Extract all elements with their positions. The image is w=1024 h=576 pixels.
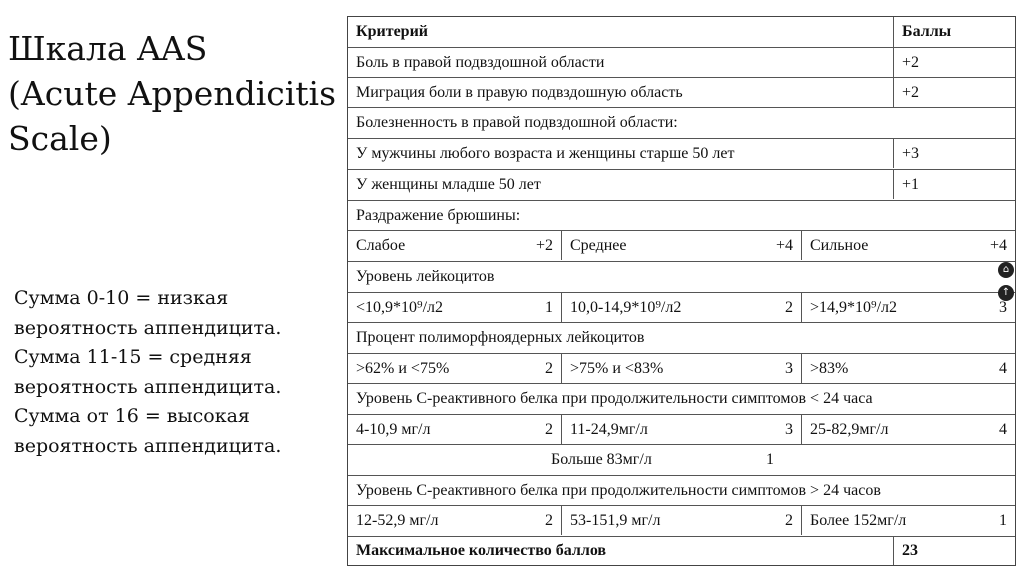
criterion-label: Миграция боли в правую подвздошную облас… xyxy=(356,83,683,101)
level-points: 3 xyxy=(999,298,1007,316)
level-label: >83% xyxy=(810,359,849,377)
level-label: >14,9*10⁹/л2 xyxy=(810,298,898,316)
section-label: Уровень С-реактивного белка при продолжи… xyxy=(356,389,873,407)
level-cell: Более 152мг/л 1 xyxy=(801,506,1015,535)
level-points: 2 xyxy=(545,359,553,377)
level-cell: Сильное +4 xyxy=(801,231,1015,260)
criterion-points: +1 xyxy=(893,170,1015,199)
table-row: Больше 83мг/л 1 xyxy=(348,444,1015,474)
section-label: Болезненность в правой подвздошной облас… xyxy=(356,113,678,131)
table-row: Уровень С-реактивного белка при продолжи… xyxy=(348,475,1015,505)
summary-line-6: вероятность аппендицита. xyxy=(14,434,282,457)
section-label: Уровень С-реактивного белка при продолжи… xyxy=(356,481,881,499)
level-points: +4 xyxy=(989,236,1007,254)
summary-line-5: Сумма от 16 = высокая xyxy=(14,405,250,427)
level-label: Больше 83мг/л xyxy=(551,450,652,468)
level-cell: 12-52,9 мг/л 2 xyxy=(348,506,561,535)
level-points: 3 xyxy=(785,420,793,438)
level-points: 1 xyxy=(545,298,553,316)
table-row: <10,9*10⁹/л2 1 10,0-14,9*10⁹/л2 2 >14,9*… xyxy=(348,292,1015,322)
table-row: 4-10,9 мг/л 2 11-24,9мг/л 3 25-82,9мг/л … xyxy=(348,414,1015,444)
summary-line-1: Сумма 0-10 = низкая xyxy=(14,287,229,309)
title-line-1: Шкала AAS xyxy=(8,29,208,68)
level-label: 4-10,9 мг/л xyxy=(356,420,431,438)
summary-line-4: вероятность аппендицита. xyxy=(14,375,282,398)
table-row: Процент полиморфноядерных лейкоцитов xyxy=(348,322,1015,352)
score-interpretation: Сумма 0-10 = низкая вероятность аппендиц… xyxy=(14,284,344,461)
level-cell: 25-82,9мг/л 4 xyxy=(801,415,1015,444)
level-label: Слабое xyxy=(356,236,406,254)
criterion-label: У мужчины любого возраста и женщины стар… xyxy=(356,144,735,162)
level-points: 2 xyxy=(545,420,553,438)
level-points: +2 xyxy=(535,236,553,254)
aas-table: Критерий Баллы Боль в правой подвздошной… xyxy=(347,16,1016,566)
table-row: Боль в правой подвздошной области +2 xyxy=(348,47,1015,77)
section-label: Раздражение брюшины: xyxy=(356,206,521,224)
title-line-3: Scale) xyxy=(8,119,112,158)
level-cell: >83% 4 xyxy=(801,354,1015,383)
section-label: Процент полиморфноядерных лейкоцитов xyxy=(356,328,645,346)
level-label: 10,0-14,9*10⁹/л2 xyxy=(570,298,682,316)
criterion-points: +2 xyxy=(893,78,1015,107)
title-line-2: (Acute Appendicitis xyxy=(8,74,337,113)
level-cell: 4-10,9 мг/л 2 xyxy=(348,415,561,444)
criterion-label: Боль в правой подвздошной области xyxy=(356,53,605,71)
level-label: >62% и <75% xyxy=(356,359,450,377)
level-label: 12-52,9 мг/л xyxy=(356,511,439,529)
level-label: >75% и <83% xyxy=(570,359,664,377)
table-row: Болезненность в правой подвздошной облас… xyxy=(348,107,1015,137)
level-cell: 53-151,9 мг/л 2 xyxy=(561,506,801,535)
level-points: 4 xyxy=(999,359,1007,377)
section-label: Уровень лейкоцитов xyxy=(356,267,495,285)
level-label: Сильное xyxy=(810,236,869,254)
level-points: 1 xyxy=(766,450,774,468)
table-row: Уровень С-реактивного белка при продолжи… xyxy=(348,383,1015,413)
level-cell: >14,9*10⁹/л2 3 xyxy=(801,293,1015,322)
total-label: Максимальное количество баллов xyxy=(356,542,607,559)
level-label: 11-24,9мг/л xyxy=(570,420,648,438)
up-arrow-icon[interactable]: ↑ xyxy=(998,285,1014,301)
level-cell: 11-24,9мг/л 3 xyxy=(561,415,801,444)
table-row: >62% и <75% 2 >75% и <83% 3 >83% 4 xyxy=(348,353,1015,383)
table-row: У женщины младше 50 лет +1 xyxy=(348,169,1015,199)
level-cell: Среднее +4 xyxy=(561,231,801,260)
table-row: Уровень лейкоцитов xyxy=(348,261,1015,291)
level-cell: 10,0-14,9*10⁹/л2 2 xyxy=(561,293,801,322)
level-cell: >62% и <75% 2 xyxy=(348,354,561,383)
level-cell: <10,9*10⁹/л2 1 xyxy=(348,293,561,322)
criterion-points: +2 xyxy=(893,48,1015,77)
level-cell: Слабое +2 xyxy=(348,231,561,260)
summary-line-3: Сумма 11-15 = средняя xyxy=(14,346,252,368)
header-points: Баллы xyxy=(893,17,1015,47)
table-total-row: Максимальное количество баллов 23 xyxy=(348,536,1015,565)
level-points: +4 xyxy=(775,236,793,254)
level-label: Более 152мг/л xyxy=(810,511,907,529)
level-label: 53-151,9 мг/л xyxy=(570,511,661,529)
level-points: 3 xyxy=(785,359,793,377)
table-row: Слабое +2 Среднее +4 Сильное +4 xyxy=(348,230,1015,260)
table-row: Миграция боли в правую подвздошную облас… xyxy=(348,77,1015,107)
level-points: 2 xyxy=(785,511,793,529)
table-header-row: Критерий Баллы xyxy=(348,17,1015,47)
level-points: 2 xyxy=(785,298,793,316)
level-points: 4 xyxy=(999,420,1007,438)
slide-title: Шкала AAS (Acute Appendicitis Scale) xyxy=(8,26,353,161)
level-cell: >75% и <83% 3 xyxy=(561,354,801,383)
level-label: <10,9*10⁹/л2 xyxy=(356,298,444,316)
home-icon[interactable]: ⌂ xyxy=(998,262,1014,278)
level-points: 2 xyxy=(545,511,553,529)
level-label: 25-82,9мг/л xyxy=(810,420,889,438)
criterion-label: У женщины младше 50 лет xyxy=(356,175,541,193)
table-row: Раздражение брюшины: xyxy=(348,200,1015,230)
table-row: У мужчины любого возраста и женщины стар… xyxy=(348,138,1015,168)
table-row: 12-52,9 мг/л 2 53-151,9 мг/л 2 Более 152… xyxy=(348,505,1015,535)
total-points: 23 xyxy=(893,537,1015,565)
header-criterion: Критерий xyxy=(356,23,429,40)
criterion-points: +3 xyxy=(893,139,1015,168)
level-points: 1 xyxy=(999,511,1007,529)
level-label: Среднее xyxy=(570,236,627,254)
summary-line-2: вероятность аппендицита. xyxy=(14,316,282,339)
